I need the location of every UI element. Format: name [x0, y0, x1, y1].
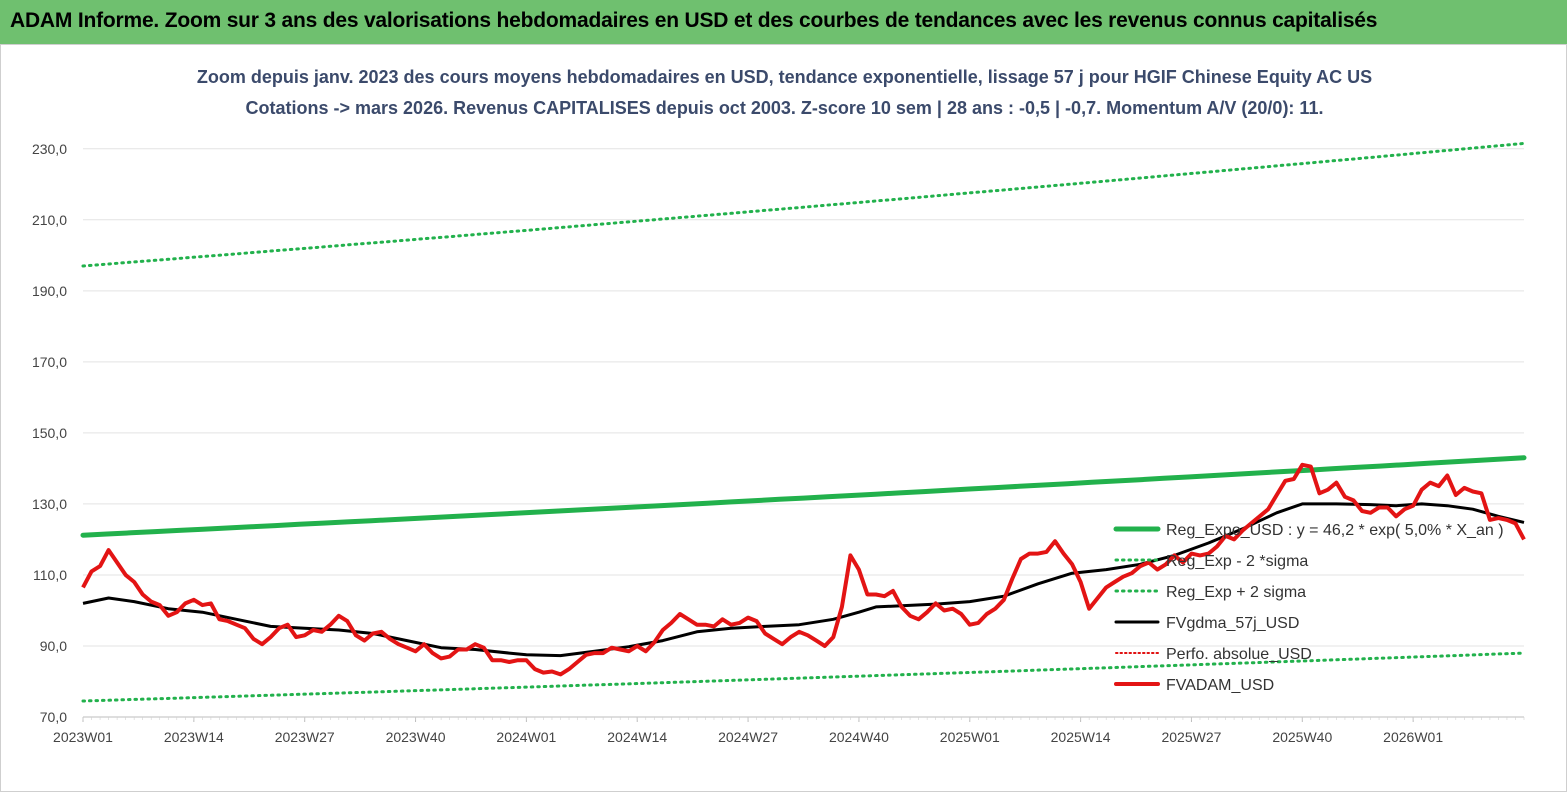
legend-reg-expo-label: Reg_Expo_USD : y = 46,2 * exp( 5,0% * X_… — [1166, 522, 1504, 539]
x-tick-label: 2023W27 — [275, 729, 335, 745]
y-tick-label: 150,0 — [32, 425, 67, 441]
x-tick-label: 2025W27 — [1161, 729, 1221, 745]
y-tick-label: 70,0 — [40, 709, 67, 725]
legend-reg-exp-minus-label: Reg_Exp - 2 *sigma — [1166, 553, 1308, 570]
x-tick-label: 2025W40 — [1272, 729, 1332, 745]
y-tick-label: 210,0 — [32, 212, 67, 228]
x-tick-label: 2026W01 — [1383, 729, 1443, 745]
y-axis: 70,0 90,0 110,0 130,0 150,0 170,0 190,0 210,0 23… — [32, 141, 67, 725]
legend-fvgdma-label: FVgdma_57j_USD — [1166, 615, 1299, 632]
legend-fvadam-label: FVADAM_USD — [1166, 677, 1274, 694]
line-chart: 70,0 90,0 110,0 130,0 150,0 170,0 190,0 210,0 23… — [32, 141, 1527, 745]
series-reg-exp-plus-2sigma — [81, 141, 1526, 268]
chart-area: Zoom depuis janv. 2023 des cours moyens … — [0, 44, 1567, 792]
y-tick-label: 110,0 — [33, 567, 67, 583]
y-tick-label: 90,0 — [40, 638, 67, 654]
y-tick-label: 190,0 — [32, 283, 67, 299]
series-reg-exp-minus-2sigma — [81, 651, 1526, 703]
y-tick-label: 130,0 — [32, 496, 67, 512]
x-tick-label: 2023W14 — [164, 729, 224, 745]
x-tick-label: 2024W40 — [829, 729, 889, 745]
x-tick-label: 2024W27 — [718, 729, 778, 745]
y-tick-label: 230,0 — [32, 141, 67, 157]
legend-reg-exp-plus-label: Reg_Exp + 2 sigma — [1166, 584, 1306, 601]
chart-title: Zoom depuis janv. 2023 des cours moyens … — [196, 67, 1373, 87]
x-tick-label: 2025W14 — [1051, 729, 1111, 745]
x-tick-label: 2024W14 — [607, 729, 667, 745]
x-tick-label: 2025W01 — [940, 729, 1000, 745]
chart-subtitle: Cotations -> mars 2026. Revenus CAPITALI… — [245, 98, 1324, 118]
plot-series — [80, 141, 1527, 703]
y-tick-label: 170,0 — [32, 354, 67, 370]
series-reg-expo-usd — [80, 455, 1527, 538]
report-banner: ADAM Informe. Zoom sur 3 ans des valoris… — [0, 0, 1567, 46]
series-fvadam-usd — [81, 462, 1526, 677]
x-axis: 2023W01 2023W14 2023W27 2023W40 2024W01 2024W… — [53, 716, 1525, 745]
legend-perfo-label: Perfo. absolue_USD — [1166, 646, 1312, 663]
x-tick-label: 2023W01 — [53, 729, 113, 745]
report-title: ADAM Informe. Zoom sur 3 ans des valoris… — [10, 9, 1378, 32]
chart-legend: Reg_Expo_USD : y = 46,2 * exp( 5,0% * X_… — [1113, 522, 1504, 694]
x-tick-label: 2023W40 — [386, 729, 446, 745]
x-tick-label: 2024W01 — [496, 729, 556, 745]
